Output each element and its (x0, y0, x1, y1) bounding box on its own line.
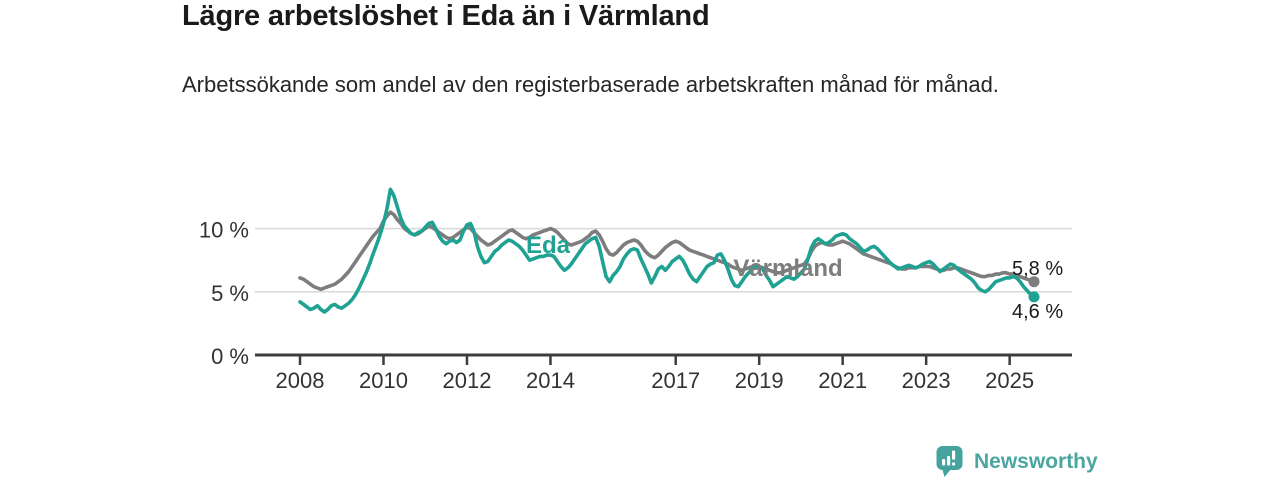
y-axis-tick-label: 5 % (211, 281, 249, 306)
eda-line (298, 187, 1036, 314)
newsworthy-logo: Newsworthy (936, 446, 1098, 478)
newsworthy-logo-text: Newsworthy (974, 450, 1098, 473)
x-axis-tick-label: 2017 (651, 368, 700, 393)
chart-subtitle: Arbetssökande som andel av den registerb… (182, 72, 999, 97)
annotation-layer: Eda Värmland 5,8 % 4,6 % (526, 232, 1063, 323)
x-axis-tick-label: 2008 (276, 368, 325, 393)
y-axis-tick-label: 10 % (199, 218, 249, 243)
varmland-end-value-label: 5,8 % (1012, 258, 1063, 280)
x-axis-tick-label: 2025 (985, 368, 1034, 393)
chart-title: Lägre arbetslöshet i Eda än i Värmland (182, 0, 710, 32)
newsworthy-logo-icon (936, 446, 963, 477)
x-axis-tick-label: 2010 (359, 368, 408, 393)
x-axis-tick-label: 2023 (902, 368, 951, 393)
x-axis-tick-label: 2014 (526, 368, 575, 393)
y-axis-tick-label: 0 % (211, 344, 249, 369)
varmland-series-label: Värmland (733, 255, 842, 282)
x-axis-tick-label: 2012 (442, 368, 491, 393)
eda-end-value-label: 4,6 % (1012, 301, 1063, 323)
eda-series-label: Eda (526, 232, 571, 259)
varmland-end-dot (1028, 276, 1040, 288)
plot-layer: 0 % 5 % 10 % 2008 2010 2012 2014 2017 2019 2021 20… (199, 187, 1072, 393)
x-axis-tick-label: 2019 (735, 368, 784, 393)
x-axis-tick-label: 2021 (818, 368, 867, 393)
eda-end-dot (1028, 291, 1040, 303)
varmland-line (298, 210, 1036, 292)
